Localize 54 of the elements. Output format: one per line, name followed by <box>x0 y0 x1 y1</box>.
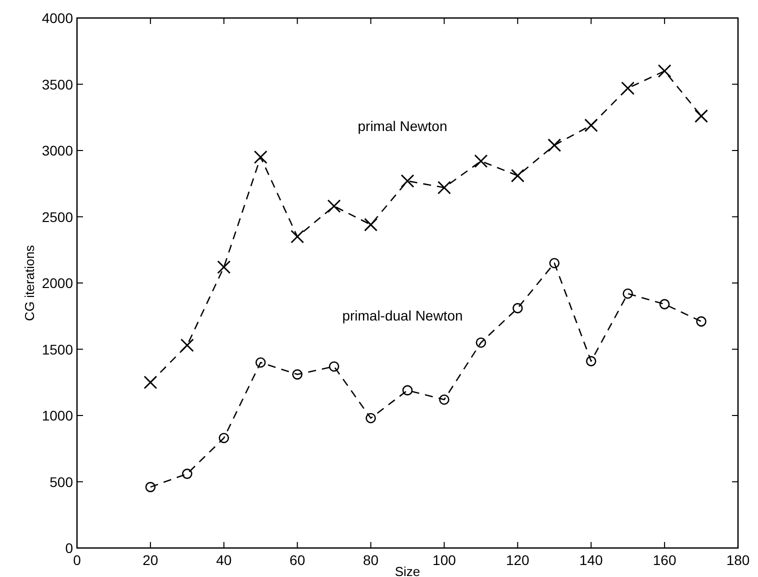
point <box>400 174 414 188</box>
point <box>217 260 231 274</box>
x-tick-label: 120 <box>506 552 530 568</box>
y-tick-label: 500 <box>50 474 74 490</box>
point <box>621 81 635 95</box>
y-tick-label: 0 <box>65 540 74 556</box>
point <box>659 299 670 310</box>
point <box>696 316 706 327</box>
point <box>364 218 378 232</box>
y-tick-label: 2000 <box>42 275 74 291</box>
point <box>548 138 562 152</box>
point <box>180 338 194 352</box>
point <box>254 150 268 164</box>
y-tick-label: 3500 <box>42 76 74 92</box>
y-tick-label: 2500 <box>42 208 74 225</box>
x-tick-label: 100 <box>432 552 456 568</box>
point <box>292 369 302 380</box>
point <box>586 356 596 366</box>
x-tick-label: 80 <box>362 552 379 568</box>
point <box>512 303 523 314</box>
point <box>290 230 304 244</box>
point <box>474 154 488 168</box>
x-tick-label: 180 <box>726 552 750 568</box>
point <box>439 394 450 405</box>
series-label: primal-dual Newton <box>342 307 463 324</box>
point <box>402 385 413 396</box>
point <box>144 376 158 390</box>
point <box>549 258 560 268</box>
point <box>584 118 598 132</box>
y-axis-title: CG iterations <box>22 244 37 321</box>
x-tick-label: 40 <box>216 552 232 568</box>
x-tick-label: 140 <box>579 552 604 568</box>
x-axis-title: Size <box>394 564 420 577</box>
point <box>366 413 376 424</box>
point <box>476 337 486 348</box>
x-tick-label: 60 <box>290 552 306 568</box>
point <box>328 361 340 372</box>
y-tick-label: 1500 <box>42 341 74 358</box>
point <box>327 199 341 213</box>
point <box>182 468 192 479</box>
x-tick-label: 160 <box>652 552 676 568</box>
point <box>437 180 451 194</box>
point <box>510 168 524 182</box>
x-tick-label: 20 <box>142 552 158 568</box>
y-tick-label: 4000 <box>42 10 74 26</box>
point <box>622 288 633 299</box>
point <box>218 432 230 444</box>
point <box>694 109 708 123</box>
y-tick-label: 3000 <box>42 142 74 158</box>
point <box>145 482 156 492</box>
point <box>658 64 672 78</box>
text: primal Newton <box>358 118 448 134</box>
point <box>255 357 266 368</box>
y-tick-label: 1000 <box>42 408 74 424</box>
